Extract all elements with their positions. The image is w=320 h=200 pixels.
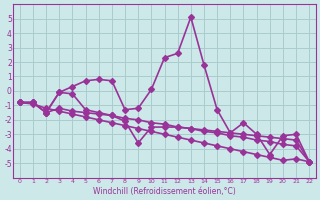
X-axis label: Windchill (Refroidissement éolien,°C): Windchill (Refroidissement éolien,°C) [93, 187, 236, 196]
